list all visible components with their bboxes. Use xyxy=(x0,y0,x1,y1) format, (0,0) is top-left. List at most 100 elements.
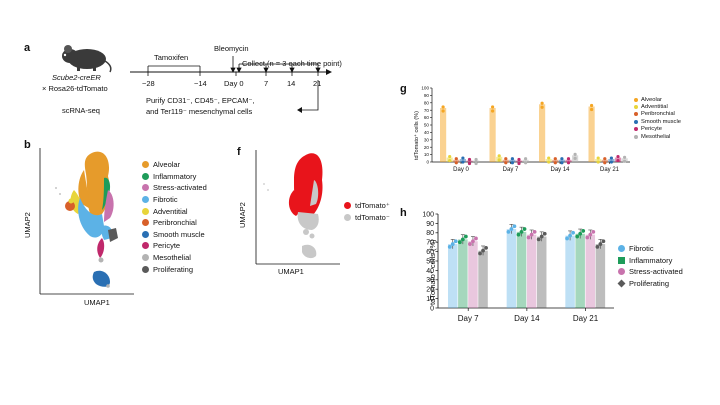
umap-f-clusters xyxy=(263,153,323,259)
g-bar xyxy=(565,159,572,162)
h-bar xyxy=(458,239,468,308)
g-point xyxy=(596,156,600,160)
g-bar xyxy=(558,159,565,162)
chart-g-ylabel: tdTomato⁺ cells (%) xyxy=(414,111,420,160)
bleomycin-label: Bleomycin xyxy=(214,44,249,53)
g-point xyxy=(461,160,465,164)
h-point xyxy=(571,230,575,235)
purify-line1: Purify CD31⁻, CD45⁻, EPCAM⁻, xyxy=(146,96,255,105)
h-point xyxy=(578,231,583,236)
h-point xyxy=(568,233,572,238)
h-point xyxy=(478,251,482,256)
h-point xyxy=(516,232,521,237)
h-point xyxy=(585,235,590,240)
g-point xyxy=(454,157,458,161)
g-y-tick-label: 40 xyxy=(424,130,430,135)
g-y-tick-label: 90 xyxy=(424,93,430,98)
h-legend-stress-activated: Stress-activated xyxy=(618,266,683,278)
h-point xyxy=(484,245,488,250)
h-point xyxy=(529,232,534,237)
g-point xyxy=(596,160,600,164)
g-point xyxy=(474,161,478,166)
h-y-tick-label: 40 xyxy=(426,268,434,275)
h-y-tick-label: 0 xyxy=(430,305,434,312)
g-legend-mesothelial: Mesothelial xyxy=(634,133,681,140)
h-point xyxy=(526,235,531,240)
g-point xyxy=(524,161,528,165)
umap-f-ylabel: UMAP2 xyxy=(238,202,247,228)
g-bar xyxy=(588,106,595,162)
h-point xyxy=(453,239,458,244)
tick-label-7: 7 xyxy=(264,79,269,88)
h-y-tick-label: 90 xyxy=(426,221,434,228)
g-bar xyxy=(522,159,529,162)
h-legend-proliferating: Proliferating xyxy=(617,278,683,290)
legend-item-smooth-muscle: Smooth muscle xyxy=(142,229,207,241)
g-legend-adventitial: Adventitial xyxy=(634,103,681,110)
h-point xyxy=(460,237,465,242)
g-bar xyxy=(539,104,546,162)
g-point xyxy=(573,156,577,160)
g-legend-alveolar: Alveolar xyxy=(634,96,681,103)
h-bar xyxy=(448,244,458,308)
legend-item-alveolar: Alveolar xyxy=(142,159,207,171)
legend-item-mesothelial: Mesothelial xyxy=(142,252,207,264)
g-point xyxy=(504,161,508,165)
g-point xyxy=(517,157,521,162)
legend-item-tdtomato-neg: tdTomato⁻ xyxy=(344,212,390,224)
g-point xyxy=(603,157,607,161)
h-bar xyxy=(506,229,517,308)
h-bar xyxy=(516,231,527,308)
mouse-icon xyxy=(62,45,112,73)
g-point xyxy=(467,157,472,162)
g-point xyxy=(524,157,528,161)
g-point xyxy=(491,109,495,113)
g-y-tick-label: 80 xyxy=(424,100,430,105)
timeline-diagram xyxy=(130,56,332,113)
umap-f-legend: tdTomato⁺ tdTomato⁻ xyxy=(344,200,390,223)
g-x-tick-label: Day 21 xyxy=(600,167,620,173)
h-y-tick-label: 10 xyxy=(426,296,434,303)
tick-label-21: 21 xyxy=(313,79,322,88)
h-point xyxy=(575,234,580,239)
g-point xyxy=(510,161,514,165)
chart-h: 0 10 20 30 40 50 60 70 80 90 100 Day 7 Day 14 Day 21 xyxy=(422,211,614,323)
g-point xyxy=(517,161,521,166)
h-point xyxy=(595,245,600,249)
g-point xyxy=(448,158,452,163)
tick-label-day0: Day 0 xyxy=(224,79,244,88)
g-point xyxy=(547,156,551,160)
h-y-tick-label: 80 xyxy=(426,230,434,237)
g-y-tick-label: 100 xyxy=(421,86,429,91)
g-bar xyxy=(440,107,447,162)
umap-b-plot xyxy=(39,148,134,295)
h-point xyxy=(450,242,455,246)
h-y-tick-label: 30 xyxy=(426,277,434,284)
scrnaseq-label: scRNA-seq xyxy=(62,106,100,115)
h-point xyxy=(468,242,472,246)
g-point xyxy=(441,109,445,113)
g-bar xyxy=(601,159,608,162)
panel-g-letter: g xyxy=(400,83,407,95)
chart-h-legend: Fibrotic Inflammatory Stress-activated P… xyxy=(617,243,683,290)
umap-f-xlabel: UMAP1 xyxy=(278,267,304,276)
chart-g-legend: Alveolar Adventitial Peribronchial Smoot… xyxy=(634,96,681,140)
g-point xyxy=(491,105,495,109)
h-bar xyxy=(536,236,547,308)
umap-f-plot xyxy=(255,150,340,265)
h-point xyxy=(532,229,537,234)
h-point xyxy=(601,239,606,244)
h-point xyxy=(481,248,485,253)
mouse-line2: × Rosa26-tdTomato xyxy=(42,84,108,93)
g-point xyxy=(474,157,478,162)
g-point xyxy=(497,154,501,158)
g-bar xyxy=(473,160,480,162)
g-point xyxy=(560,157,564,161)
purify-line2: and Ter119⁻ mesenchymal cells xyxy=(146,107,253,116)
h-y-tick-label: 20 xyxy=(426,287,434,294)
g-x-tick-label: Day 14 xyxy=(550,167,570,173)
g-point xyxy=(609,156,613,160)
h-x-tick-label: Day 7 xyxy=(458,314,479,323)
umap-b-legend: Alveolar Inflammatory Stress-activated F… xyxy=(142,159,207,275)
panel-f-letter: f xyxy=(237,146,241,158)
